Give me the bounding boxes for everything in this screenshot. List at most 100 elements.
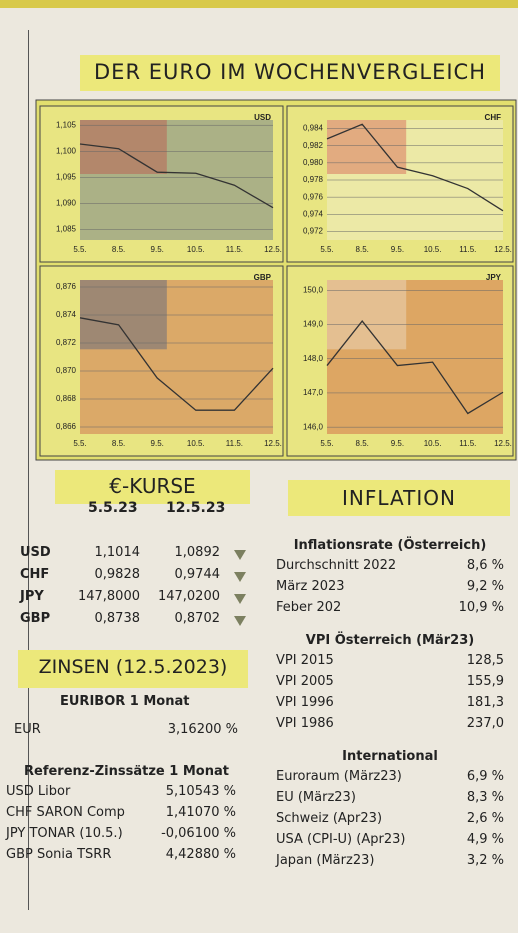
row-label: Japan (März23) xyxy=(276,853,375,868)
rate-value: 1,41070 % xyxy=(165,805,236,820)
panel xyxy=(39,105,284,263)
chart-title: GBP xyxy=(254,273,272,282)
row-value: 8,6 % xyxy=(466,558,504,573)
row-label: USA (CPI-U) (Apr23) xyxy=(276,832,406,847)
price-line xyxy=(326,320,504,415)
row-value: 155,9 xyxy=(466,674,504,689)
x-tick-label: 5.5. xyxy=(73,245,86,254)
x-tick-label: 10.5. xyxy=(187,439,205,448)
rate-value: 5,10543 % xyxy=(165,784,236,799)
row-label: Schweiz (Apr23) xyxy=(276,811,383,826)
x-tick-label: 9.5. xyxy=(151,245,164,254)
x-tick-label: 10.5. xyxy=(424,439,442,448)
panel xyxy=(39,265,284,457)
y-tick-label: 0,872 xyxy=(56,338,77,347)
kurse-currency: CHF xyxy=(20,567,50,582)
y-tick-label: 0,982 xyxy=(303,141,324,150)
top-rule xyxy=(0,0,518,8)
kurse-currency: GBP xyxy=(20,611,51,626)
down-arrow xyxy=(234,616,246,626)
header: DER EURO IM WOCHENVERGLEICH xyxy=(94,60,486,84)
row-value: 4,9 % xyxy=(466,832,504,847)
rate-name: GBP Sonia TSRR xyxy=(6,847,112,862)
header-band xyxy=(80,55,500,91)
row-value: 128,5 xyxy=(466,653,504,668)
x-tick-label: 5.5. xyxy=(320,245,333,254)
x-tick-label: 12.5. xyxy=(264,245,282,254)
side-rule xyxy=(28,30,29,910)
kurse-value: 147,0200 xyxy=(157,589,220,604)
row-label: VPI 2005 xyxy=(276,674,334,689)
row-label: VPI 1996 xyxy=(276,695,334,710)
row-label: VPI 1986 xyxy=(276,716,334,731)
y-tick-label: 0,974 xyxy=(303,209,324,218)
y-tick-label: 0,980 xyxy=(303,158,324,167)
y-tick-label: 148,0 xyxy=(303,354,324,363)
section-title: VPI Österreich (Mär23) xyxy=(305,633,475,648)
y-tick-label: 146,0 xyxy=(303,422,324,431)
plot-area-top xyxy=(80,120,167,174)
chart-title: JPY xyxy=(486,273,502,282)
x-tick-label: 5.5. xyxy=(73,439,86,448)
x-tick-label: 9.5. xyxy=(391,245,404,254)
row-value: 237,0 xyxy=(466,716,504,731)
inflation-band xyxy=(288,480,510,516)
plot-area-top xyxy=(327,120,407,174)
y-tick-label: 147,0 xyxy=(303,388,324,397)
plot-area-top xyxy=(327,280,407,350)
x-tick-label: 11.5. xyxy=(226,245,243,254)
y-tick-label: 1,085 xyxy=(56,225,77,234)
y-tick-label: 149,0 xyxy=(303,320,324,329)
x-tick-label: 9.5. xyxy=(391,439,404,448)
x-tick-label: 8.5. xyxy=(112,439,125,448)
row-value: 9,2 % xyxy=(466,579,504,594)
down-arrow xyxy=(234,572,246,582)
chart-title: USD xyxy=(254,113,271,122)
x-tick-label: 5.5. xyxy=(320,439,333,448)
zinsen-title: ZINSEN (12.5.2023) xyxy=(38,656,228,678)
y-tick-label: 0,870 xyxy=(56,366,77,375)
down-arrow xyxy=(234,594,246,604)
y-tick-label: 1,090 xyxy=(56,199,77,208)
kurse-band xyxy=(55,470,250,504)
kurse-value: 147,8000 xyxy=(77,589,140,604)
rate-value: -0,06100 % xyxy=(161,826,236,841)
panel xyxy=(286,265,514,457)
section-title: International xyxy=(342,749,438,764)
x-tick-label: 12.5. xyxy=(264,439,282,448)
y-tick-label: 0,976 xyxy=(303,192,324,201)
row-value: 2,6 % xyxy=(466,811,504,826)
x-tick-label: 8.5. xyxy=(356,245,369,254)
plot-area-top xyxy=(80,280,167,350)
row-label: VPI 2015 xyxy=(276,653,334,668)
kurse-currency: JPY xyxy=(20,589,44,604)
zinsen-band xyxy=(18,650,248,688)
price-line xyxy=(326,123,504,212)
rate-value: 3,16200 % xyxy=(167,722,238,737)
chart-title: CHF xyxy=(485,113,502,122)
row-value: 6,9 % xyxy=(466,769,504,784)
rate-name: JPY TONAR (10.5.) xyxy=(6,826,123,841)
kurse-value: 0,8738 xyxy=(94,611,141,626)
plot-area xyxy=(80,120,273,240)
price-line xyxy=(79,143,274,209)
row-label: März 2023 xyxy=(276,579,345,594)
rate-name: EUR xyxy=(14,722,41,737)
y-tick-label: 0,984 xyxy=(303,124,324,133)
down-arrow xyxy=(234,550,246,560)
y-tick-label: 150,0 xyxy=(303,285,324,294)
y-tick-label: 1,105 xyxy=(56,120,77,129)
kurse-title: €-KURSE xyxy=(109,474,196,498)
ref-title: Referenz-Zinssätze 1 Monat xyxy=(24,764,229,779)
x-tick-label: 11.5. xyxy=(226,439,243,448)
x-tick-label: 11.5. xyxy=(459,439,476,448)
x-tick-label: 10.5. xyxy=(187,245,205,254)
kurse-column: 5.5.23 xyxy=(88,500,138,516)
x-tick-label: 8.5. xyxy=(356,439,369,448)
row-value: 10,9 % xyxy=(458,600,504,615)
rate-name: USD Libor xyxy=(6,784,71,799)
y-tick-label: 0,866 xyxy=(56,422,77,431)
euribor-title: EURIBOR 1 Monat xyxy=(60,694,190,709)
y-tick-label: 0,874 xyxy=(56,310,77,319)
